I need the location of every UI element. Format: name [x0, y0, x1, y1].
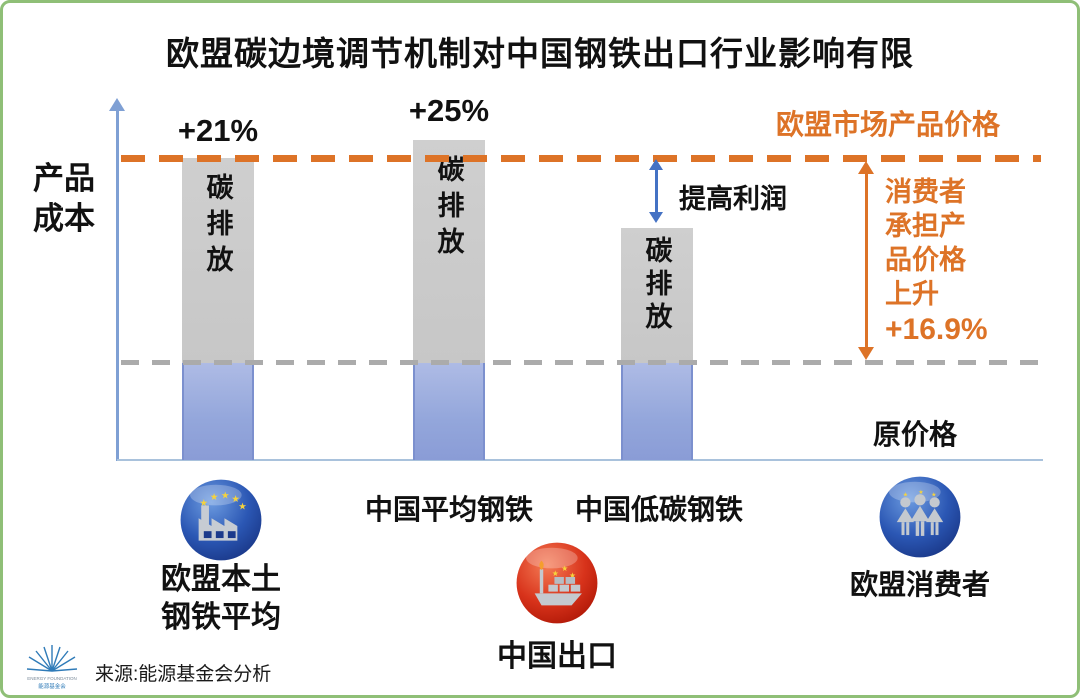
svg-text:★: ★ — [561, 564, 568, 573]
svg-text:★: ★ — [931, 491, 936, 498]
profit-arrow-up-icon — [649, 159, 663, 170]
bar-eu-steel-base-segment — [182, 363, 254, 460]
consumer-arrow-up-icon — [858, 161, 874, 174]
carbon-segment-label: 碳排放 — [641, 236, 672, 335]
bar-china-lowcarbon-carbon-segment: 碳排放 — [621, 228, 693, 363]
svg-text:★: ★ — [918, 489, 923, 496]
svg-text:★: ★ — [221, 491, 229, 502]
bar-china-avg-carbon-segment: 碳排放 — [413, 140, 485, 363]
consumer-text-line2: 承担产 — [885, 211, 966, 241]
bar-annotation-china-avg: +25% — [408, 93, 490, 128]
consumer-text-line3: 品价格 — [885, 245, 966, 275]
carbon-segment-label: 碳排放 — [202, 173, 233, 281]
y-axis-label-line1: 产品 — [33, 161, 95, 196]
svg-text:★: ★ — [552, 569, 559, 578]
consumer-arrow-down-icon — [858, 347, 874, 360]
svg-text:★: ★ — [569, 571, 576, 580]
consumer-text-line1: 消费者 — [885, 177, 966, 207]
china-ship-icon: ★ ★ ★ — [516, 542, 598, 624]
bar-annotation-eu: +21% — [177, 113, 259, 148]
eu-market-price-label: 欧盟市场产品价格 — [775, 109, 1000, 140]
page-title: 欧盟碳边境调节机制对中国钢铁出口行业影响有限 — [166, 35, 914, 72]
china-export-label: 中国出口 — [497, 640, 617, 673]
y-axis-arrow-icon — [109, 98, 125, 111]
carbon-segment-label: 碳排放 — [433, 155, 464, 263]
svg-text:★: ★ — [903, 491, 908, 498]
consumer-price-rise-text: 消费者 承担产 品价格 上升 +16.9% — [885, 175, 1025, 347]
eu-producer-label-line2: 钢铁平均 — [161, 601, 281, 634]
base-price-label: 原价格 — [873, 419, 958, 450]
y-axis-label: 产品 成本 — [33, 159, 119, 239]
eu-factory-icon: ★ ★ ★ ★ ★ — [180, 479, 262, 561]
energy-foundation-logo: ENERGY FOUNDATION 能源基金会 — [26, 645, 78, 690]
eu-producer-label: 欧盟本土 钢铁平均 — [121, 561, 321, 637]
eu-consumers-label: 欧盟消费者 — [849, 569, 990, 600]
svg-text:★: ★ — [238, 502, 246, 513]
profit-arrow-line — [655, 168, 658, 214]
y-axis-line — [116, 110, 119, 461]
consumer-text-value: +16.9% — [885, 313, 988, 346]
eu-market-price-line — [121, 155, 1041, 162]
category-label-china-avg: 中国平均钢铁 — [364, 494, 533, 525]
profit-label: 提高利润 — [679, 184, 787, 214]
bar-china-lowcarbon-base-segment — [621, 363, 693, 460]
bar-eu-steel-carbon-segment: 碳排放 — [182, 158, 254, 363]
svg-text:★: ★ — [200, 498, 208, 509]
category-label-china-lowcarbon: 中国低碳钢铁 — [574, 494, 743, 525]
logo-text-en: ENERGY FOUNDATION — [27, 676, 77, 681]
consumer-arrow-line — [865, 173, 868, 349]
x-axis-line — [117, 459, 1043, 461]
source-text: 来源:能源基金会分析 — [95, 664, 272, 685]
svg-text:★: ★ — [231, 494, 239, 505]
logo-text-cn: 能源基金会 — [38, 682, 66, 690]
y-axis-label-line2: 成本 — [33, 201, 95, 236]
base-price-line — [121, 360, 1039, 365]
profit-arrow-down-icon — [649, 212, 663, 223]
bar-china-avg-base-segment — [413, 363, 485, 460]
svg-text:★: ★ — [210, 492, 218, 503]
eu-producer-label-line1: 欧盟本土 — [161, 563, 281, 596]
eu-consumers-icon: ★ ★ ★ — [879, 476, 961, 558]
consumer-text-line4: 上升 — [885, 279, 939, 309]
